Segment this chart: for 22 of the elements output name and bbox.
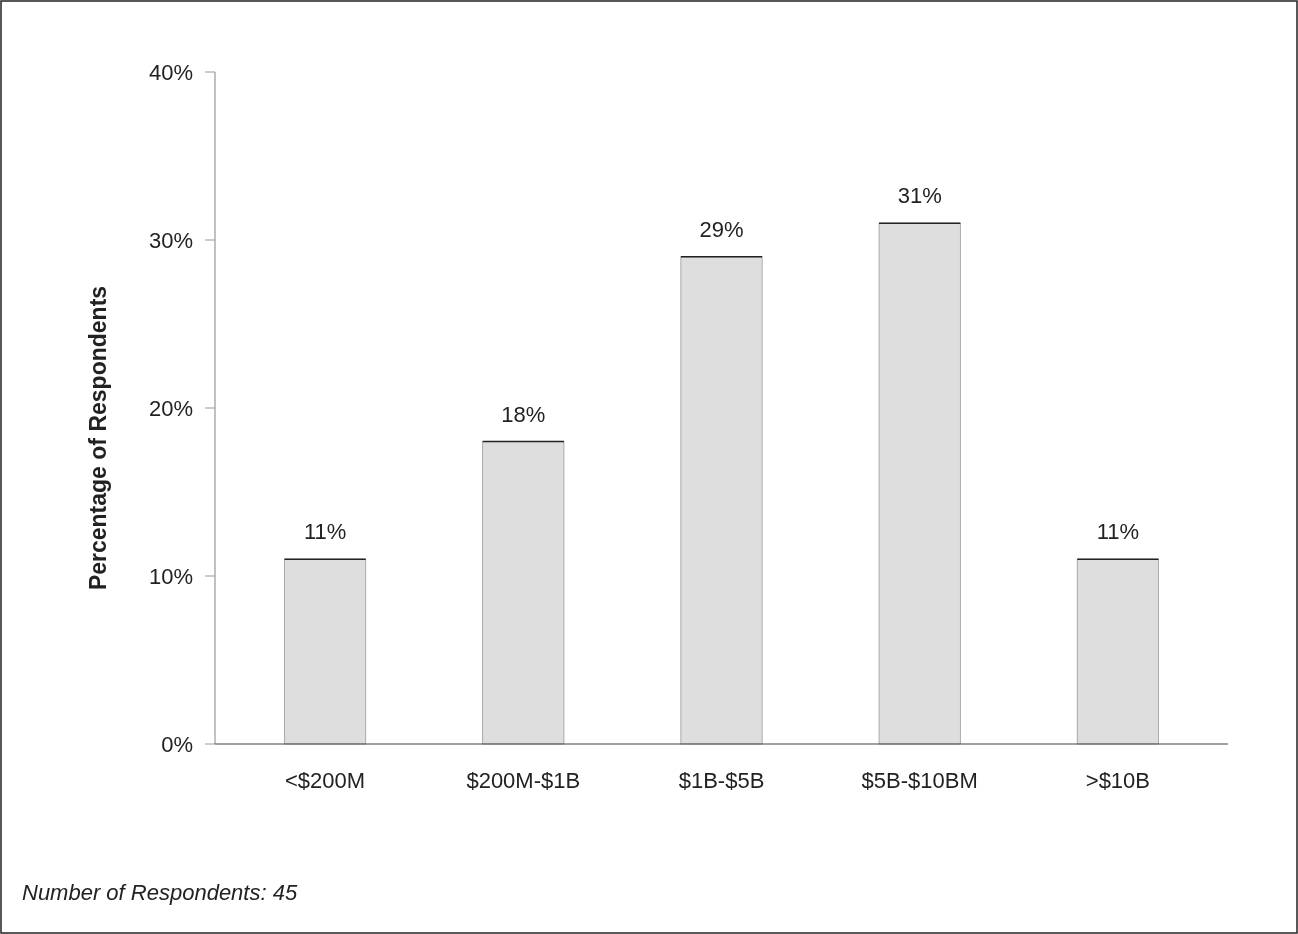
data-label: 11%: [303, 519, 347, 545]
y-tick-label: 10%: [148, 563, 193, 589]
x-tick-label: $1B-$5B: [678, 767, 765, 793]
text: Number of Respondents: 45: [22, 880, 298, 905]
data-label: 11%: [1096, 519, 1140, 545]
y-tick-label: 0%: [161, 731, 193, 757]
x-tick-label: $5B-$10BM: [861, 767, 978, 793]
data-label: 18%: [501, 401, 546, 427]
data-label: 29%: [699, 216, 744, 242]
data-label: 31%: [897, 183, 942, 209]
x-tick-label: <$200M: [285, 767, 366, 793]
x-tick-label: >$10B: [1085, 767, 1151, 793]
y-tick-label: 30%: [148, 227, 193, 253]
y-tick-label: 20%: [148, 395, 193, 421]
y-tick-label: 40%: [148, 59, 193, 85]
bar: [284, 558, 367, 745]
bar: [482, 441, 565, 745]
x-tick-label: $200M-$1B: [466, 767, 581, 793]
y-axis-title: Percentage of Respondents: [85, 285, 111, 591]
bar: [878, 222, 961, 745]
bar: [1076, 558, 1159, 745]
bar: [680, 256, 763, 745]
